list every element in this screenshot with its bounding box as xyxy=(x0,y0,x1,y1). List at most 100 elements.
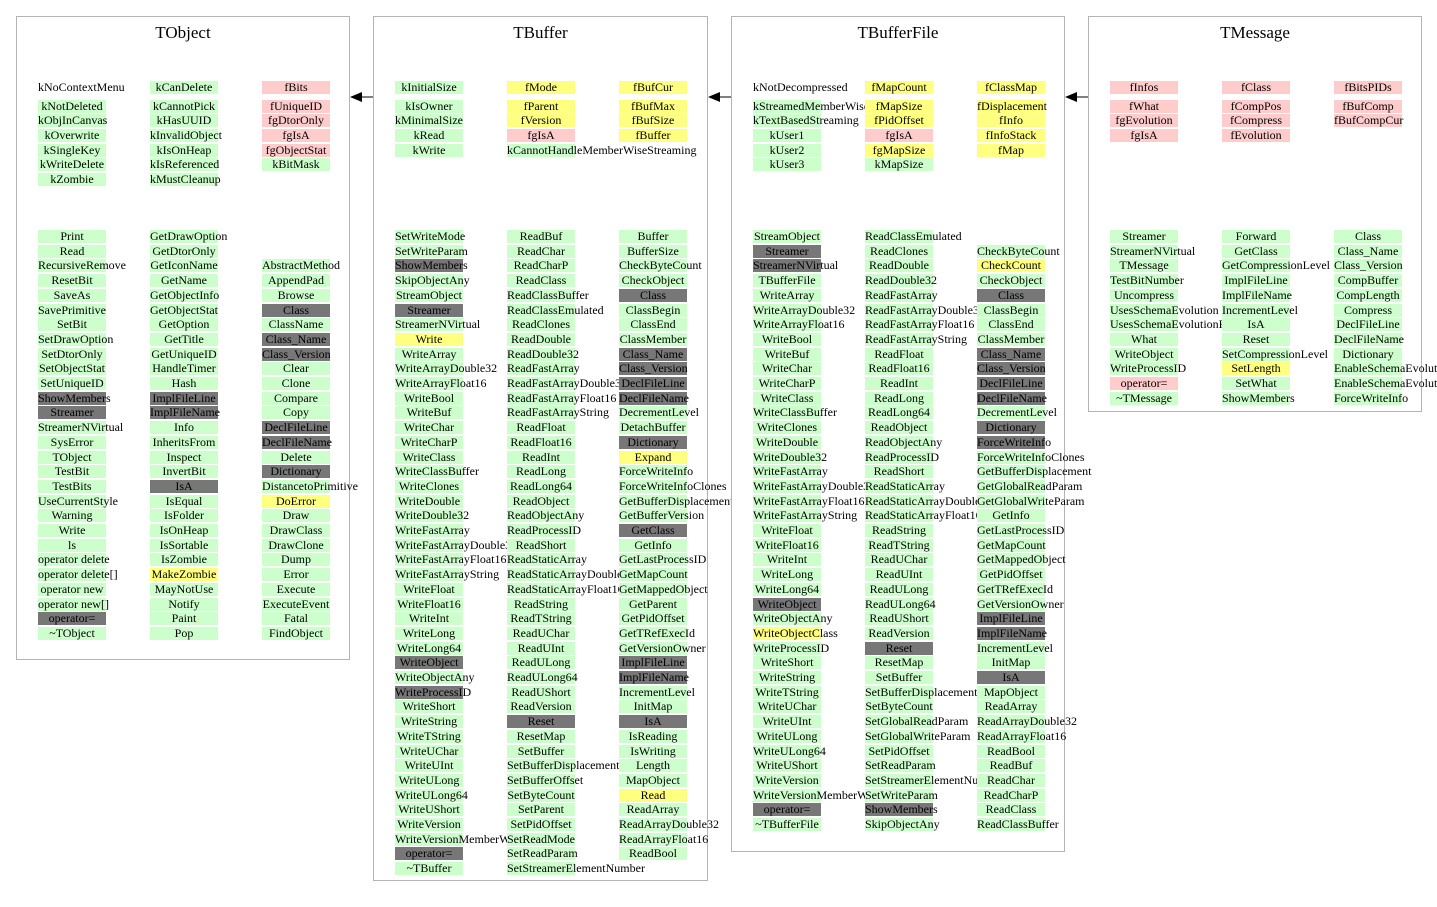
method-cell: operator= xyxy=(753,803,821,817)
method-cell: ShowMembers xyxy=(1222,391,1295,405)
cell-label: ReadClass xyxy=(985,802,1037,817)
method-cell: SetReadParam xyxy=(507,846,578,861)
member-cell: kUser1 xyxy=(753,129,821,142)
cell-label: Clone xyxy=(281,376,311,390)
method-cell: CheckCount xyxy=(977,259,1045,273)
cell-label: kNotDecompressed xyxy=(753,80,848,94)
method-cell: WriteULong64 xyxy=(753,744,826,758)
cell-label: WriteUInt xyxy=(404,758,454,773)
cell-label: WriteString xyxy=(400,714,458,729)
member-cell: kInvalidObject xyxy=(150,129,222,142)
method-cell: GetObjectInfo xyxy=(150,288,219,302)
cell-label: ReadFastArray xyxy=(507,361,580,376)
cell-label: ls xyxy=(67,537,76,552)
method-cell: SysError xyxy=(38,435,106,449)
method-cell: WriteInt xyxy=(395,612,463,626)
method-cell: ReadStaticArrayFloat16 xyxy=(865,509,982,523)
member-cell: fClass xyxy=(1222,81,1290,94)
cell-label: TBufferFile xyxy=(758,273,816,288)
cell-label: SetBufferDisplacement xyxy=(507,758,620,773)
cell-label: AbstractMethod xyxy=(262,258,340,273)
method-cell: ImplFileName xyxy=(619,671,689,684)
cell-label: ReadChar xyxy=(987,772,1035,787)
cell-label: ~TMessage xyxy=(1116,390,1172,405)
method-cell: MayNotUse xyxy=(150,582,218,596)
class-title: TBuffer xyxy=(513,23,568,42)
method-cell: GetVersionOwner xyxy=(619,641,706,655)
method-cell: GetTRefExecId xyxy=(977,582,1053,596)
cell-label: ReadVersion xyxy=(868,625,930,640)
cell-label: ReadFastArrayString xyxy=(507,405,609,420)
method-cell: Read xyxy=(38,244,106,258)
cell-label: fInfo xyxy=(999,113,1023,127)
cell-label: SetReadParam xyxy=(507,846,578,861)
method-cell: GetPidOffset xyxy=(977,568,1045,582)
method-cell: ImplFileLine xyxy=(1222,273,1290,288)
method-cell: ReadBuf xyxy=(977,759,1045,773)
cell-label: Uncompress xyxy=(1114,287,1174,302)
method-cell: SetWriteParam xyxy=(395,244,468,258)
method-cell: ReadFastArrayString xyxy=(865,332,967,346)
method-cell: IsReading xyxy=(619,729,687,743)
method-cell: GetOption xyxy=(150,318,218,332)
cell-label: WriteString xyxy=(758,670,816,684)
method-cell: SetBufferDisplacement xyxy=(865,685,977,699)
method-cell: Fatal xyxy=(262,612,330,626)
method-cell: DeclFileLine xyxy=(619,377,687,390)
method-cell: WriteCharP xyxy=(395,435,463,449)
method-cell: Paint xyxy=(150,612,218,626)
method-cell: WriteClass xyxy=(395,450,463,464)
method-cell: SetBuffer xyxy=(507,744,575,758)
method-cell: IsSortable xyxy=(150,538,218,552)
member-cell: fClassMap xyxy=(977,81,1045,94)
member-cell: fInfo xyxy=(977,114,1045,127)
method-cell: ReadFastArrayDouble32 xyxy=(507,377,627,390)
cell-label: SetByteCount xyxy=(507,787,575,802)
cell-label: SetBufferOffset xyxy=(507,772,584,787)
method-cell: IsEqual xyxy=(150,494,218,508)
method-cell: GetParent xyxy=(619,597,687,611)
method-cell: InheritsFrom xyxy=(150,435,218,449)
method-cell: operator delete[] xyxy=(38,568,118,582)
class-box-tmessage: TMessage fInfos fWhat fgEvolution fgIsA fCla… xyxy=(1088,16,1437,412)
cell-label: ReadShort xyxy=(873,464,925,479)
cell-label: kObjInCanvas xyxy=(38,113,108,127)
cell-label: GetClass xyxy=(1234,243,1278,258)
cell-label: ReadFastArrayFloat16 xyxy=(507,390,617,405)
cell-label: MapObject xyxy=(626,772,680,787)
method-cell: ReadFastArrayDouble32 xyxy=(865,303,985,317)
cell-label: WriteArrayFloat16 xyxy=(753,317,845,332)
cell-label: kHasUUID xyxy=(156,113,212,127)
cell-label: UseCurrentStyle xyxy=(38,493,118,508)
cell-label: fBuffer xyxy=(635,128,671,142)
cell-label: Class xyxy=(1354,229,1381,243)
method-cell: ReadTString xyxy=(507,612,575,626)
method-cell: Error xyxy=(262,568,330,582)
cell-label: ImplFileLine xyxy=(1224,273,1288,288)
method-cell: CompBuffer xyxy=(1334,274,1402,288)
cell-label: GetInfo xyxy=(634,537,672,552)
cell-label: WriteUShort xyxy=(398,802,460,817)
method-cell: RecursiveRemove xyxy=(38,259,126,273)
method-cell: GetBufferDisplacement xyxy=(977,465,1091,479)
method-cell: ReadFastArrayFloat16 xyxy=(507,391,616,405)
method-cell: GetLastProcessID xyxy=(619,553,706,567)
method-cell: WriteProcessID xyxy=(1110,362,1186,376)
method-cell: WriteDouble xyxy=(395,494,463,508)
method-cell: ResetBit xyxy=(38,274,106,288)
member-cell: fMapSize xyxy=(865,100,933,113)
cell-label: Streamer xyxy=(1122,229,1166,243)
method-cell: operator new[] xyxy=(38,597,109,611)
cell-label: Streamer xyxy=(765,243,809,258)
cell-label: ~TObject xyxy=(49,625,95,640)
method-cell: Streamer xyxy=(1110,230,1178,243)
method-cell: Expand xyxy=(619,450,687,464)
method-cell: DoError xyxy=(262,494,330,508)
method-cell: ReadClones xyxy=(507,318,575,332)
member-cell: fgEvolution xyxy=(1110,114,1178,127)
method-cell: UsesSchemaEvolutionForAll xyxy=(1110,318,1251,332)
cell-label: SetDrawOption xyxy=(38,331,114,346)
cell-label: Streamer xyxy=(50,405,94,420)
cell-label: ForceWriteInfo xyxy=(977,434,1052,449)
member-cell: fBufCur xyxy=(619,81,687,94)
